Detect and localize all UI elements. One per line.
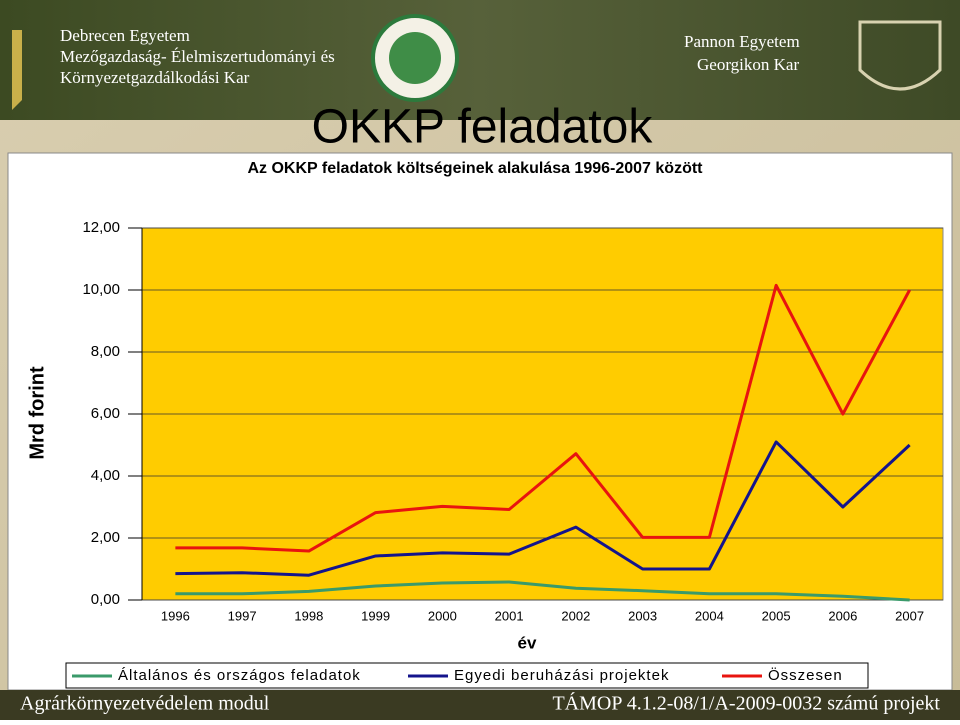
x-tick-label: 2005: [762, 608, 791, 623]
y-tick-label: 2,00: [91, 529, 120, 546]
header-text: Pannon Egyetem: [684, 32, 800, 51]
x-tick-label: 2006: [828, 608, 857, 623]
y-tick-label: 0,00: [91, 591, 120, 608]
x-tick-label: 1997: [228, 608, 257, 623]
x-tick-label: 1999: [361, 608, 390, 623]
footer-text: Agrárkörnyezetvédelem modul: [20, 693, 270, 715]
footer-band: [0, 690, 960, 720]
x-axis-label: év: [518, 633, 537, 652]
footer-text: TÁMOP 4.1.2-08/1/A-2009-0032 számú proje…: [552, 692, 940, 715]
header-text: Georgikon Kar: [697, 55, 799, 74]
x-tick-label: 2000: [428, 608, 457, 623]
y-tick-label: 6,00: [91, 405, 120, 422]
legend-label: Összesen: [768, 666, 843, 684]
x-tick-label: 1998: [294, 608, 323, 623]
header-text: Debrecen Egyetem: [60, 26, 190, 45]
logo-center-inner: [389, 32, 441, 84]
logo-left: [12, 30, 22, 110]
x-tick-label: 1996: [161, 608, 190, 623]
x-tick-label: 2001: [495, 608, 524, 623]
slide-title: OKKP feladatok: [312, 101, 654, 154]
y-tick-label: 10,00: [82, 281, 120, 298]
x-tick-label: 2003: [628, 608, 657, 623]
y-tick-label: 4,00: [91, 467, 120, 484]
series-line: [175, 440, 911, 577]
series-line: [175, 580, 910, 602]
y-tick-label: 8,00: [91, 343, 120, 360]
header-text: Környezetgazdálkodási Kar: [60, 68, 250, 87]
header-text: Mezőgazdaság- Élelmiszertudományi és: [60, 47, 335, 66]
x-tick-label: 2002: [561, 608, 590, 623]
legend-label: Általános és országos feladatok: [118, 667, 361, 684]
logo-right: [858, 20, 942, 91]
header-band: [0, 0, 960, 120]
x-tick-label: 2004: [695, 608, 724, 623]
legend-label: Egyedi beruházási projektek: [454, 667, 669, 684]
x-tick-label: 2007: [895, 608, 924, 623]
series-line: [175, 283, 911, 553]
chart-title: Az OKKP feladatok költségeinek alakulása…: [247, 160, 703, 177]
y-axis-label: Mrd forint: [26, 366, 48, 460]
y-tick-label: 12,00: [82, 219, 120, 236]
